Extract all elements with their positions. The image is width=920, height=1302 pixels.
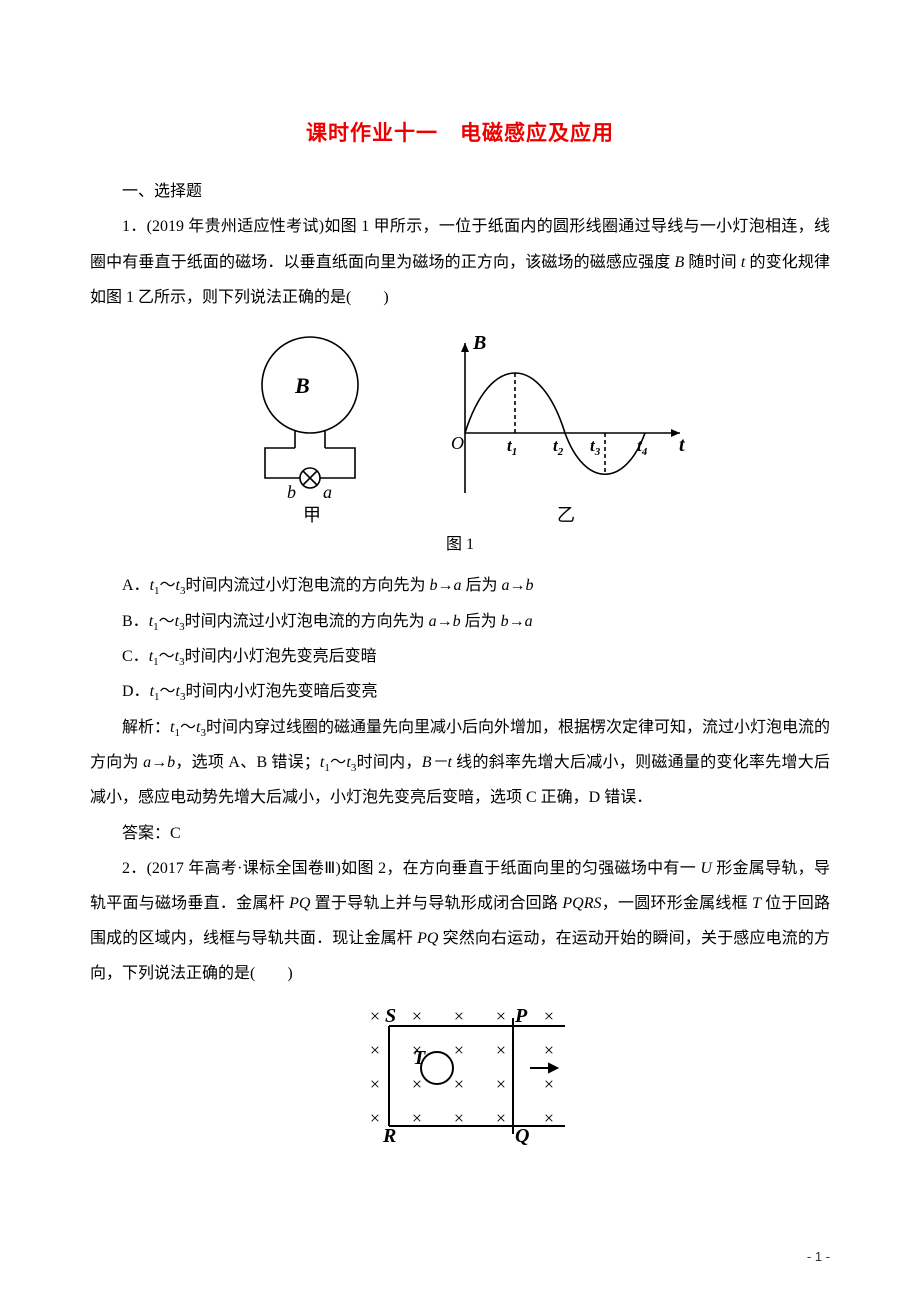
fig2-R: R — [382, 1125, 396, 1146]
q2-stem: 2．(2017 年高考·课标全国卷Ⅲ)如图 2，在方向垂直于纸面向里的匀强磁场中… — [90, 851, 830, 992]
optA-pre: A． — [122, 577, 150, 594]
q2-PQ: PQ — [289, 895, 310, 912]
q1-option-c: C．t1～t3时间内小灯泡先变亮后变暗 — [90, 639, 830, 674]
fig1-left-a-label: a — [323, 482, 332, 502]
q1-stem: 1．(2019 年贵州适应性考试)如图 1 甲所示，一位于纸面内的圆形线圈通过导… — [90, 209, 830, 315]
svg-text:×: × — [370, 1006, 380, 1026]
optB-arrow2: b→a — [501, 613, 533, 630]
figure-1-caption: 图 1 — [90, 527, 830, 562]
fig2-S: S — [385, 1005, 396, 1027]
fig1-left-caption: 甲 — [303, 505, 321, 523]
figure-1-row: B b a 甲 — [90, 323, 830, 523]
svg-text:×: × — [454, 1040, 464, 1060]
svg-text:t3: t3 — [590, 436, 601, 458]
svg-text:×: × — [544, 1074, 554, 1094]
optD-text: 时间内小灯泡先变暗后变亮 — [185, 683, 377, 700]
optC-pre: C． — [122, 648, 149, 665]
svg-text:×: × — [370, 1108, 380, 1128]
exp-ab: a→b — [143, 754, 175, 771]
optB-pre: B． — [122, 613, 149, 630]
optD-tilde: ～ — [160, 683, 176, 700]
page-title: 课时作业十一 电磁感应及应用 — [90, 110, 830, 156]
svg-text:t1: t1 — [507, 436, 517, 458]
fig1-s4: 4 — [641, 446, 648, 458]
optA-arrow1: b→a — [430, 577, 462, 594]
fig2-T: T — [413, 1047, 426, 1069]
q1-B: B — [675, 254, 685, 271]
q2-stem-3: 置于导轨上并与导轨形成闭合回路 — [310, 895, 562, 912]
exp-Bt: B－t — [422, 754, 452, 771]
svg-text:×: × — [412, 1074, 422, 1094]
q2-U: U — [700, 860, 712, 877]
optA-text: 时间内流过小灯泡电流的方向先为 — [185, 577, 429, 594]
optB-tilde: ～ — [159, 613, 175, 630]
optB-mid2: 后为 — [461, 613, 501, 630]
fig1-s1: 1 — [512, 446, 518, 458]
fig1-s2: 2 — [557, 446, 564, 458]
svg-text:×: × — [454, 1074, 464, 1094]
optA-mid2: 后为 — [462, 577, 502, 594]
fig1-left-b-label: b — [287, 482, 296, 502]
section-header: 一、选择题 — [90, 174, 830, 209]
svg-text:×: × — [412, 1006, 422, 1026]
q2-PQRS: PQRS — [562, 895, 601, 912]
q2-stem-4: ，一圆环形金属线框 — [602, 895, 753, 912]
q2-T: T — [752, 895, 761, 912]
exp-tildea: ～ — [180, 719, 196, 736]
q1-answer: 答案：C — [90, 816, 830, 851]
svg-text:×: × — [544, 1040, 554, 1060]
fig1-left-B-label: B — [294, 373, 310, 398]
figure-2: × × × × × × × × × × × × × × × × × × — [345, 996, 575, 1146]
page-number: - 1 - — [807, 1243, 830, 1272]
exp-tildeb: ～ — [330, 754, 347, 771]
fig1-s3: 3 — [594, 446, 601, 458]
svg-text:×: × — [370, 1040, 380, 1060]
fig1-right-caption: 乙 — [557, 505, 575, 523]
figure-1-right: B t O t1 t2 t3 t4 乙 — [435, 323, 695, 523]
svg-text:t2: t2 — [553, 436, 564, 458]
q1-option-d: D．t1～t3时间内小灯泡先变暗后变亮 — [90, 674, 830, 709]
svg-text:×: × — [370, 1074, 380, 1094]
exp-body3: 时间内， — [356, 754, 421, 771]
q1-explanation: 解析：t1～t3时间内穿过线圈的磁通量先向里减小后向外增加，根据楞次定律可知，流… — [90, 710, 830, 816]
q2-stem-1: 2．(2017 年高考·课标全国卷Ⅲ)如图 2，在方向垂直于纸面向里的匀强磁场中… — [122, 860, 700, 877]
svg-text:×: × — [544, 1006, 554, 1026]
svg-text:×: × — [496, 1040, 506, 1060]
fig1-right-B-axis: B — [472, 332, 486, 354]
svg-text:×: × — [496, 1074, 506, 1094]
exp-body2: ，选项 A、B 错误； — [175, 754, 320, 771]
figure-2-wrap: × × × × × × × × × × × × × × × × × × — [90, 996, 830, 1159]
q1-option-b: B．t1～t3时间内流过小灯泡电流的方向先为 a→b 后为 b→a — [90, 604, 830, 639]
explain-label: 解析： — [122, 719, 170, 736]
fig2-Q: Q — [515, 1125, 529, 1146]
optA-tilde: ～ — [160, 577, 176, 594]
optA-arrow2: a→b — [502, 577, 534, 594]
optC-text: 时间内小灯泡先变亮后变暗 — [185, 648, 377, 665]
optC-tilde: ～ — [159, 648, 175, 665]
optB-arrow1: a→b — [429, 613, 461, 630]
q1-stem-tail: 随时间 — [684, 254, 741, 271]
svg-text:×: × — [454, 1006, 464, 1026]
fig1-right-O: O — [451, 433, 464, 453]
optD-pre: D． — [122, 683, 150, 700]
q2-PQ2: PQ — [417, 930, 438, 947]
svg-text:×: × — [496, 1006, 506, 1026]
figure-1-left: B b a 甲 — [225, 323, 395, 523]
fig2-P: P — [514, 1005, 528, 1027]
optB-text: 时间内流过小灯泡电流的方向先为 — [185, 613, 429, 630]
q1-option-a: A．t1～t3时间内流过小灯泡电流的方向先为 b→a 后为 a→b — [90, 568, 830, 603]
fig1-right-t-axis: t — [679, 434, 686, 456]
